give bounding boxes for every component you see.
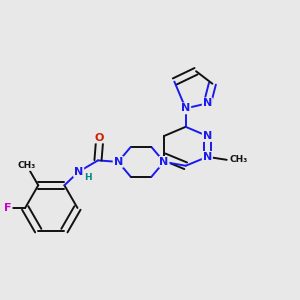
Text: N: N xyxy=(114,157,123,167)
Text: N: N xyxy=(203,131,212,141)
Text: N: N xyxy=(203,152,212,162)
Text: O: O xyxy=(95,133,104,142)
Text: N: N xyxy=(203,98,212,108)
Text: N: N xyxy=(74,167,83,177)
Text: N: N xyxy=(181,103,190,113)
Text: H: H xyxy=(84,172,92,182)
Text: CH₃: CH₃ xyxy=(229,155,247,164)
Text: CH₃: CH₃ xyxy=(18,161,36,170)
Text: F: F xyxy=(4,203,12,213)
Text: N: N xyxy=(159,157,169,167)
